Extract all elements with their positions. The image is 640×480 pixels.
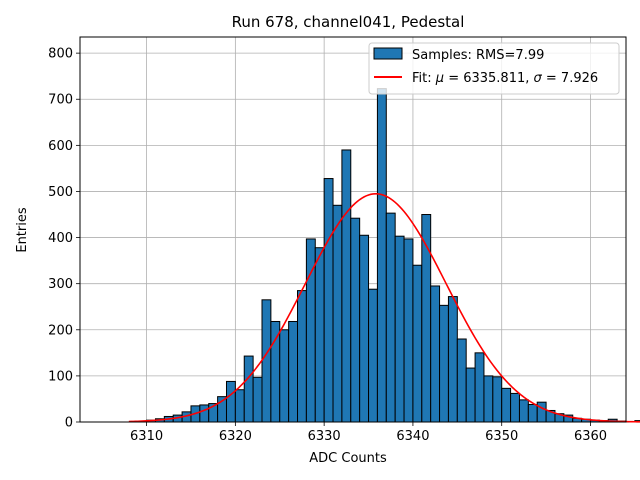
legend-histogram-swatch: [373, 47, 403, 60]
histogram-bar: [447, 296, 458, 423]
y-tick-label: 200: [48, 323, 73, 338]
histogram-bar: [350, 217, 361, 423]
y-tick-label: 600: [48, 139, 73, 154]
y-axis-label: Entries: [15, 207, 30, 253]
histogram-bar: [527, 403, 538, 423]
histogram-bar: [385, 212, 396, 423]
fit-curve: [128, 192, 640, 423]
histogram-bar: [501, 387, 512, 423]
histogram-bar: [243, 355, 254, 423]
histogram-bar: [394, 235, 405, 423]
histogram-bar: [279, 329, 290, 423]
x-tick-label: 6310: [130, 429, 163, 444]
histogram-bar: [341, 149, 352, 423]
legend-fit-label: Fit: μ = 6335.811, σ = 7.926: [412, 71, 598, 86]
y-tick-label: 100: [48, 369, 73, 384]
histogram-bar: [510, 392, 520, 423]
histogram-bar: [412, 264, 423, 423]
x-tick-label: 6350: [485, 429, 518, 444]
histogram-bar: [456, 338, 467, 423]
y-tick-label: 800: [48, 47, 73, 62]
x-axis-ticks: 6310632063306340635063606370: [130, 422, 607, 444]
y-tick-label: 0: [65, 416, 73, 431]
y-axis-ticks: 0 100 200 300 400 500 600 700 800: [48, 47, 80, 431]
histogram-bar: [492, 376, 503, 423]
histogram-bar: [518, 399, 529, 423]
plot-frame: [79, 36, 627, 423]
histogram-bar: [199, 404, 210, 423]
x-axis-label: ADC Counts: [309, 451, 387, 466]
histogram-bar: [261, 299, 272, 423]
histogram-bar: [359, 234, 370, 423]
chart-title: Run 678, channel041, Pedestal: [232, 13, 465, 31]
legend-histogram-label: Samples: RMS=7.99: [412, 48, 544, 63]
y-tick-label: 300: [48, 277, 73, 292]
histogram-bar: [297, 290, 307, 423]
x-tick-label: 6320: [219, 429, 252, 444]
x-tick-label: 6340: [396, 429, 429, 444]
histogram-bar: [225, 380, 236, 423]
x-tick-label: 6360: [574, 429, 607, 444]
fit-curve-line: [128, 192, 640, 423]
histogram-bar: [483, 375, 494, 423]
histogram-bar: [252, 376, 263, 423]
histogram-bar: [288, 320, 299, 423]
histogram-bar: [474, 352, 485, 423]
legend-box: [368, 42, 620, 95]
histogram-bar: [368, 288, 378, 423]
histogram-bar: [403, 238, 414, 423]
histogram-bar: [376, 88, 387, 423]
histogram-bar: [234, 389, 245, 423]
y-tick-label: 700: [48, 93, 73, 108]
histogram-bar: [270, 320, 281, 423]
y-tick-label: 400: [48, 231, 73, 246]
histogram-bar: [465, 367, 476, 423]
legend: Samples: RMS=7.99 Fit: μ = 6335.811, σ =…: [368, 42, 620, 95]
x-tick-label: 6330: [308, 429, 341, 444]
histogram-bar: [314, 247, 325, 423]
histogram-bar: [439, 304, 449, 423]
histogram-bar: [536, 401, 547, 423]
histogram-bar: [430, 285, 441, 423]
y-tick-label: 500: [48, 185, 73, 200]
histogram-bar: [332, 204, 343, 423]
histogram-bar: [323, 178, 334, 423]
